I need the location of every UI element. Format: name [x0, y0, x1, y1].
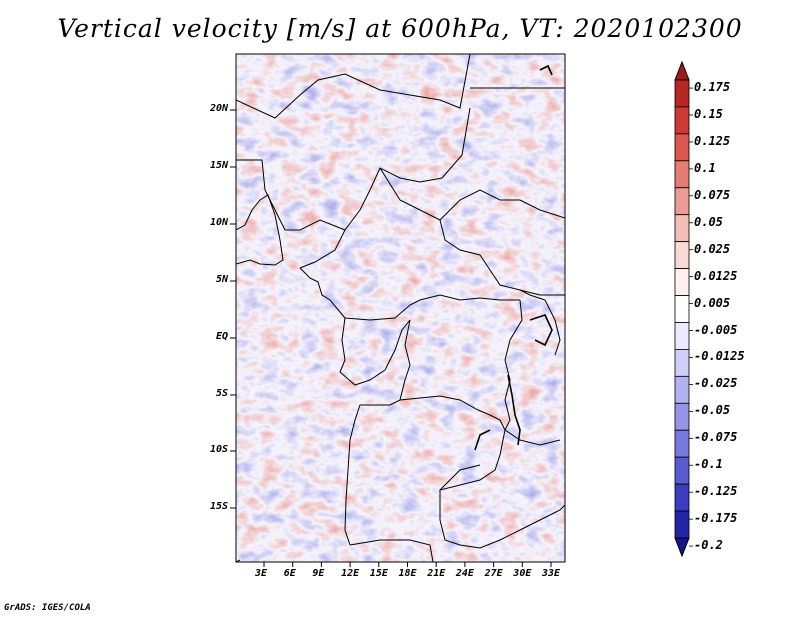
colorbar-label: -0.025 — [694, 376, 738, 391]
lon-label: 12E — [341, 568, 360, 579]
colorbar-label: -0.005 — [694, 322, 738, 337]
lon-label: 27E — [484, 568, 503, 579]
colorbar-box — [674, 349, 690, 377]
colorbar-label: 0.05 — [694, 214, 723, 229]
lon-label: 21E — [427, 568, 446, 579]
colorbar-label: -0.075 — [694, 430, 738, 445]
lat-ticks — [230, 109, 236, 509]
colorbar-box — [674, 510, 690, 539]
lat-label: 5S — [215, 388, 228, 399]
lat-label: 15N — [209, 160, 228, 171]
velocity-field — [236, 54, 565, 562]
colorbar-box — [674, 160, 690, 189]
colorbar-box — [674, 187, 690, 216]
credit-text: GrADS: IGES/COLA — [4, 603, 91, 613]
colorbar-label: 0.025 — [694, 241, 731, 256]
colorbar-label: -0.0125 — [694, 349, 745, 364]
colorbar-box — [674, 429, 690, 458]
colorbar-label: 0.075 — [694, 187, 731, 202]
lat-label: 15S — [209, 501, 228, 512]
colorbar-box — [674, 268, 690, 296]
colorbar-label: 0.175 — [694, 80, 731, 95]
colorbar-box — [674, 106, 690, 135]
colorbar-box — [674, 483, 690, 512]
colorbar — [674, 60, 693, 558]
colorbar-label: 0.0125 — [694, 268, 738, 283]
lon-label: 33E — [542, 568, 561, 579]
colorbar-label: -0.1 — [694, 457, 723, 472]
colorbar-box — [674, 322, 690, 350]
lat-label: 5N — [215, 274, 228, 285]
lon-label: 15E — [369, 568, 388, 579]
lon-label: 6E — [283, 568, 296, 579]
lon-ticks — [263, 562, 552, 567]
colorbar-label: 0.125 — [694, 133, 731, 148]
map-frame — [235, 53, 566, 563]
lat-label: 20N — [209, 103, 228, 114]
colorbar-max-arrow — [674, 60, 690, 81]
colorbar-label: -0.05 — [694, 403, 731, 418]
lon-label: 24E — [455, 568, 474, 579]
lon-label: 9E — [312, 568, 325, 579]
country-boundaries — [236, 54, 565, 562]
lat-label: EQ — [215, 331, 228, 342]
colorbar-min-arrow — [674, 537, 690, 558]
colorbar-box — [674, 456, 690, 485]
colorbar-label: -0.125 — [694, 484, 738, 499]
colorbar-box — [674, 295, 690, 323]
lat-label: 10N — [209, 217, 228, 228]
lakes — [474, 64, 553, 451]
lat-label: 10S — [209, 444, 228, 455]
colorbar-box — [674, 133, 690, 162]
lon-label: 30E — [513, 568, 532, 579]
lon-label: 3E — [255, 568, 268, 579]
colorbar-box — [674, 375, 690, 404]
colorbar-label: -0.175 — [694, 511, 738, 526]
chart-title: Vertical velocity [m/s] at 600hPa, VT: 2… — [57, 14, 743, 43]
colorbar-label: 0.15 — [694, 107, 723, 122]
colorbar-box — [674, 402, 690, 431]
lon-label: 18E — [398, 568, 417, 579]
colorbar-box — [674, 214, 690, 243]
colorbar-label: 0.005 — [694, 295, 731, 310]
colorbar-label: -0.2 — [694, 538, 723, 553]
colorbar-box — [674, 241, 690, 269]
colorbar-box — [674, 79, 690, 108]
colorbar-label: 0.1 — [694, 160, 716, 175]
